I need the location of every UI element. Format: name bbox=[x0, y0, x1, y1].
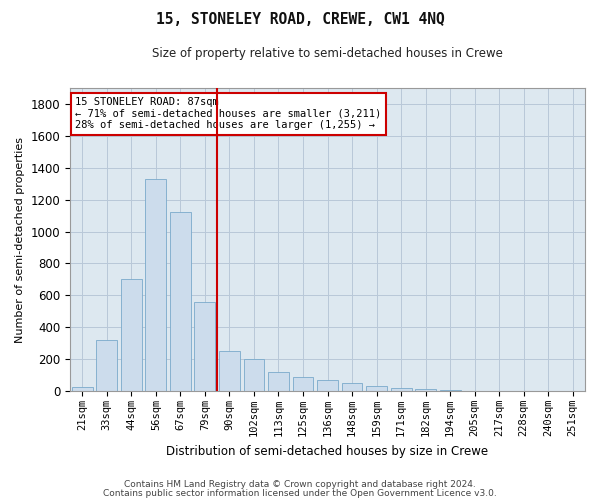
Bar bbox=[97, 340, 117, 391]
Bar bbox=[293, 376, 313, 391]
Title: Size of property relative to semi-detached houses in Crewe: Size of property relative to semi-detach… bbox=[152, 48, 503, 60]
Bar bbox=[366, 386, 387, 391]
Bar bbox=[170, 212, 191, 391]
Bar bbox=[391, 388, 412, 391]
Text: 15 STONELEY ROAD: 87sqm
← 71% of semi-detached houses are smaller (3,211)
28% of: 15 STONELEY ROAD: 87sqm ← 71% of semi-de… bbox=[75, 97, 382, 130]
Bar bbox=[72, 387, 93, 391]
Text: Contains public sector information licensed under the Open Government Licence v3: Contains public sector information licen… bbox=[103, 490, 497, 498]
Bar bbox=[268, 372, 289, 391]
Bar bbox=[415, 390, 436, 391]
Bar bbox=[341, 383, 362, 391]
Bar bbox=[121, 280, 142, 391]
Bar bbox=[145, 179, 166, 391]
Bar bbox=[244, 359, 265, 391]
Bar bbox=[219, 351, 240, 391]
X-axis label: Distribution of semi-detached houses by size in Crewe: Distribution of semi-detached houses by … bbox=[166, 444, 488, 458]
Bar bbox=[440, 390, 461, 391]
Y-axis label: Number of semi-detached properties: Number of semi-detached properties bbox=[15, 136, 25, 342]
Text: Contains HM Land Registry data © Crown copyright and database right 2024.: Contains HM Land Registry data © Crown c… bbox=[124, 480, 476, 489]
Bar bbox=[317, 380, 338, 391]
Text: 15, STONELEY ROAD, CREWE, CW1 4NQ: 15, STONELEY ROAD, CREWE, CW1 4NQ bbox=[155, 12, 445, 28]
Bar bbox=[194, 302, 215, 391]
